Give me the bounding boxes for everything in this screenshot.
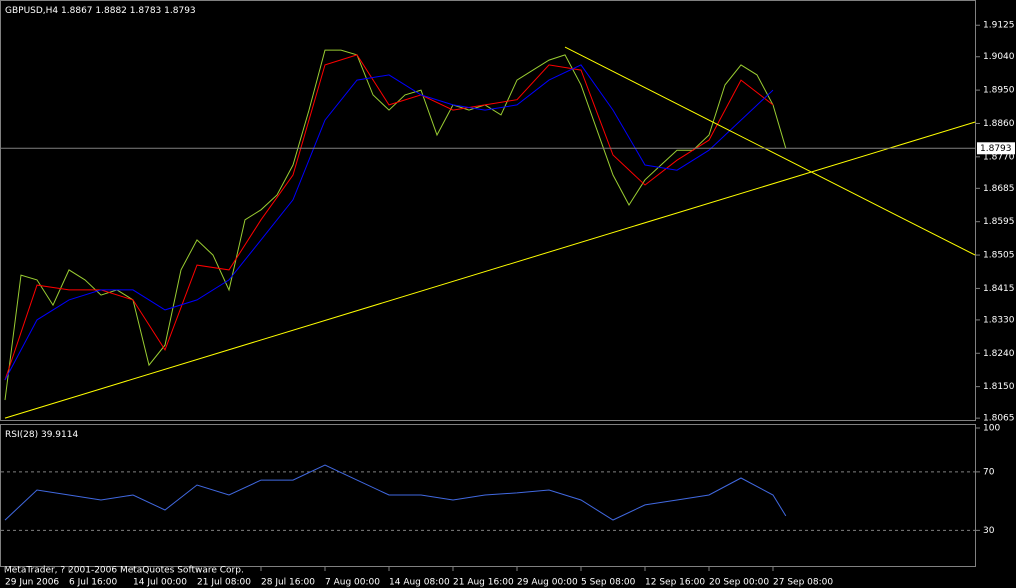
y-tick-label: 1.8950 — [983, 86, 1015, 96]
y-tick-label: 1.8415 — [983, 284, 1015, 294]
series-line — [4, 64, 774, 381]
x-tick-label: 6 Jul 16:00 — [69, 578, 118, 588]
y-tick-label: 1.8770 — [983, 152, 1015, 162]
panel-title: GBPUSD,H4 1.8867 1.8882 1.8783 1.8793 — [5, 6, 196, 16]
y-tick-label: 30 — [983, 526, 995, 536]
x-tick-label: 27 Sep 08:00 — [773, 578, 833, 588]
x-tick-label: 5 Sep 08:00 — [581, 578, 636, 588]
ohlc-value: 1.8783 — [130, 6, 162, 16]
title: RSI(28) — [5, 430, 38, 440]
y-tick-label: 1.9125 — [983, 21, 1015, 31]
copyright: MetaTrader, ? 2001-2006 MetaQuotes Softw… — [4, 566, 244, 576]
y-tick-label: 1.9040 — [983, 52, 1015, 62]
y-tick-label: 70 — [983, 467, 995, 477]
series-line — [4, 464, 787, 521]
y-tick-label: 1.8240 — [983, 349, 1015, 359]
main-panel — [0, 0, 976, 421]
y-tick-label: 1.8860 — [983, 119, 1015, 129]
ohlc-value: 1.8882 — [95, 6, 127, 16]
y-tick-label: 1.8685 — [983, 184, 1015, 194]
y-tick-label: 1.8505 — [983, 251, 1015, 261]
panel-title: RSI(28) 39.9114 — [5, 430, 78, 440]
x-tick-label: 14 Aug 08:00 — [389, 578, 450, 588]
current-price-label: 1.8793 — [980, 144, 1012, 154]
x-tick-label: 7 Aug 00:00 — [325, 578, 380, 588]
x-tick-label: 29 Jun 2006 — [5, 578, 59, 588]
y-tick-label: 100 — [983, 424, 1000, 434]
x-tick-label: 21 Aug 16:00 — [453, 578, 514, 588]
rsi-value: 39.9114 — [41, 430, 78, 440]
y-tick-label: 1.8065 — [983, 414, 1015, 424]
x-tick-label: 12 Sep 16:00 — [645, 578, 705, 588]
rsi-panel — [0, 424, 976, 567]
x-tick-label: 29 Aug 00:00 — [517, 578, 578, 588]
x-tick-label: 14 Jul 00:00 — [133, 578, 187, 588]
title: GBPUSD,H4 — [5, 6, 58, 16]
ohlc-value: 1.8867 — [61, 6, 93, 16]
series-line — [4, 121, 976, 419]
y-tick-label: 1.8330 — [983, 315, 1015, 325]
x-tick-label: 20 Sep 00:00 — [709, 578, 769, 588]
x-tick-label: 21 Jul 08:00 — [197, 578, 251, 588]
series-line — [4, 54, 774, 381]
ohlc-value: 1.8793 — [164, 6, 196, 16]
x-tick-label: 28 Jul 16:00 — [261, 578, 315, 588]
y-tick-label: 1.8595 — [983, 217, 1015, 227]
series-line — [564, 46, 976, 256]
current-price-box — [977, 142, 1015, 155]
y-tick-label: 1.8150 — [983, 382, 1015, 392]
